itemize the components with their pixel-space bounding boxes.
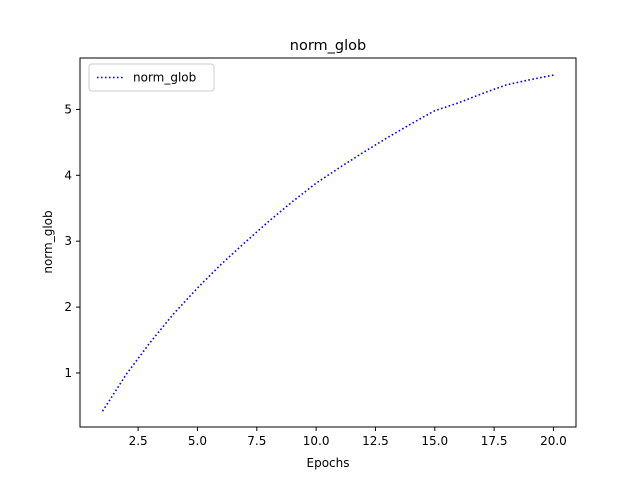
x-tick-label: 17.5	[481, 434, 508, 448]
x-tick-label: 15.0	[421, 434, 448, 448]
legend-box	[88, 63, 215, 92]
x-tick-label: 7.5	[247, 434, 266, 448]
x-tick-label: 2.5	[129, 434, 148, 448]
x-tick-label: 12.5	[362, 434, 389, 448]
plot-frame	[79, 57, 577, 428]
x-tick-label: 5.0	[188, 434, 207, 448]
x-axis: 2.5 5.0 7.5 10.0 12.5 15.0 17.5 20.0	[129, 427, 567, 448]
legend: norm_glob	[88, 63, 215, 92]
y-tick-label: 3	[64, 234, 72, 248]
x-axis-label: Epochs	[307, 456, 350, 470]
y-tick-label: 2	[64, 300, 72, 314]
x-tick-label: 20.0	[540, 434, 567, 448]
y-axis: 1 2 3 4 5	[64, 102, 80, 380]
y-tick-label: 5	[64, 102, 72, 116]
chart-title: norm_glob	[290, 38, 366, 54]
x-tick-label: 10.0	[303, 434, 330, 448]
series-layer	[101, 74, 554, 412]
y-axis-label: norm_glob	[41, 210, 55, 273]
series-line-0	[101, 74, 554, 412]
y-tick-label: 1	[64, 366, 72, 380]
legend-label: norm_glob	[133, 71, 196, 85]
y-tick-label: 4	[64, 168, 72, 182]
